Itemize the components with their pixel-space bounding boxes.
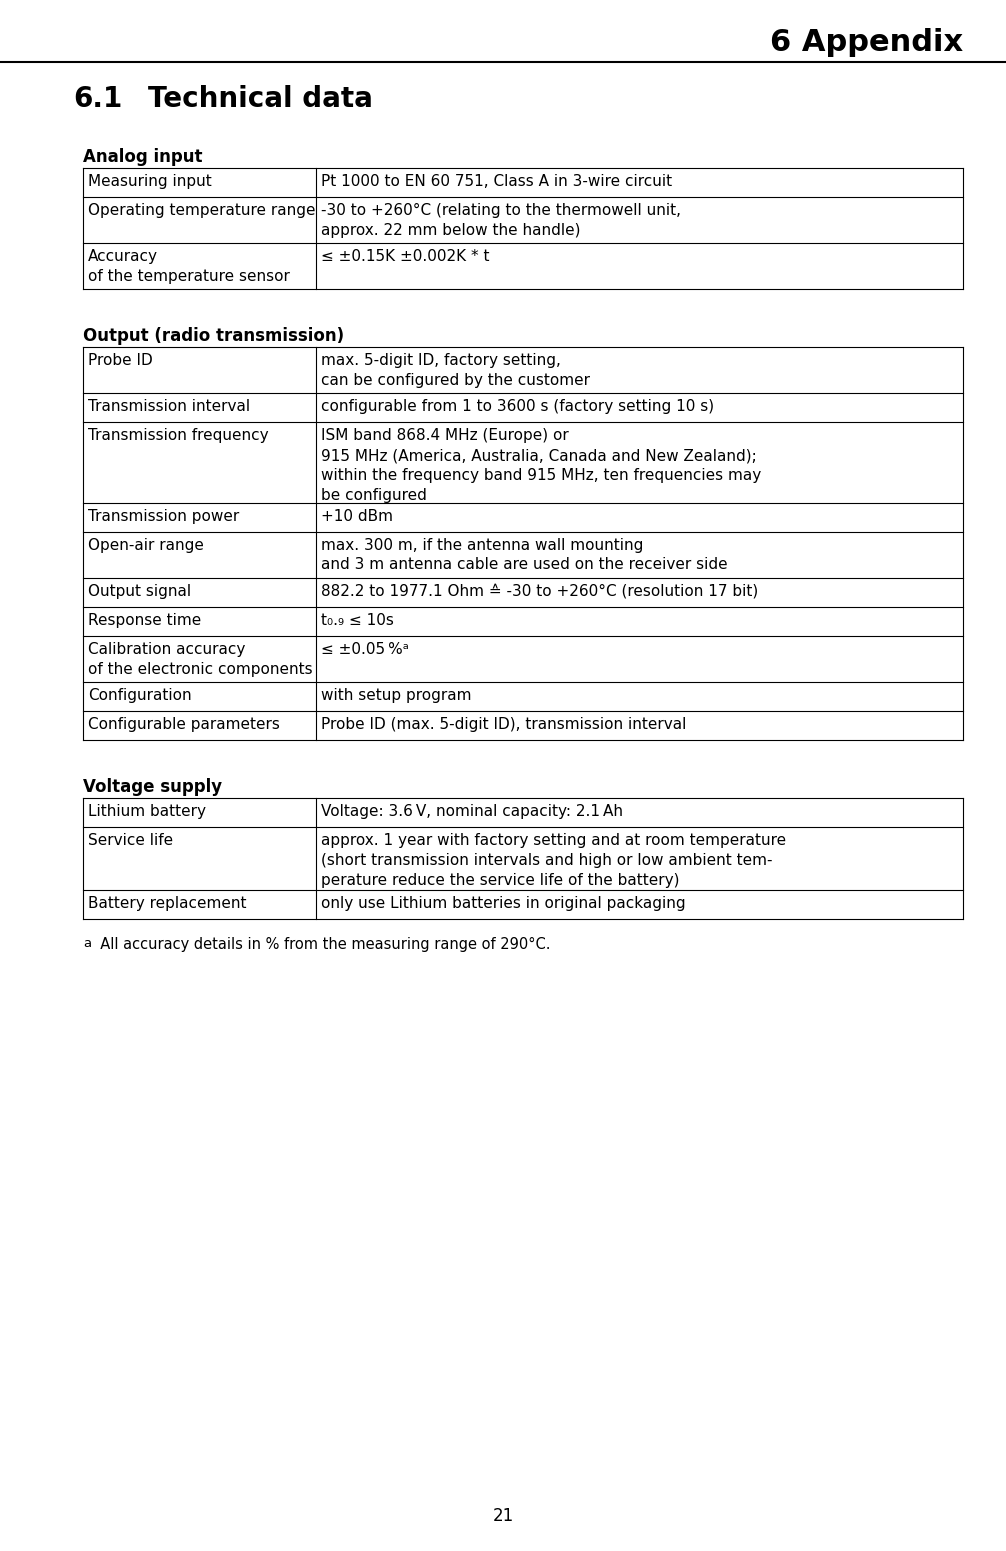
Text: Transmission frequency: Transmission frequency [88,428,269,444]
Text: 21: 21 [492,1508,514,1525]
Text: with setup program: with setup program [321,689,472,703]
Text: configurable from 1 to 3600 s (factory setting 10 s): configurable from 1 to 3600 s (factory s… [321,399,714,414]
Text: Pt 1000 to EN 60 751, Class A in 3-wire circuit: Pt 1000 to EN 60 751, Class A in 3-wire … [321,174,672,189]
Text: 6 Appendix: 6 Appendix [770,28,963,57]
Text: a: a [83,937,92,951]
Text: Output signal: Output signal [88,583,191,599]
Text: Configuration: Configuration [88,689,191,703]
Text: ≤ ±0.15K ±0.002K * t: ≤ ±0.15K ±0.002K * t [321,250,490,264]
Text: Operating temperature range: Operating temperature range [88,203,316,219]
Text: Configurable parameters: Configurable parameters [88,717,280,732]
Text: max. 5-digit ID, factory setting,
can be configured by the customer: max. 5-digit ID, factory setting, can be… [321,354,590,388]
Text: only use Lithium batteries in original packaging: only use Lithium batteries in original p… [321,896,686,912]
Text: Transmission power: Transmission power [88,509,239,524]
Text: Voltage: 3.6 V, nominal capacity: 2.1 Ah: Voltage: 3.6 V, nominal capacity: 2.1 Ah [321,803,623,819]
Text: Calibration accuracy
of the electronic components: Calibration accuracy of the electronic c… [88,642,313,676]
Text: ≤ ±0.05 %ᵃ: ≤ ±0.05 %ᵃ [321,642,408,658]
Text: Lithium battery: Lithium battery [88,803,206,819]
Text: Battery replacement: Battery replacement [88,896,246,912]
Text: Measuring input: Measuring input [88,174,211,189]
Text: Open-air range: Open-air range [88,538,204,552]
Text: Transmission interval: Transmission interval [88,399,250,414]
Text: +10 dBm: +10 dBm [321,509,393,524]
Text: max. 300 m, if the antenna wall mounting
and 3 m antenna cable are used on the r: max. 300 m, if the antenna wall mounting… [321,538,727,572]
Text: 6.1: 6.1 [73,85,123,113]
Text: All accuracy details in % from the measuring range of 290°C.: All accuracy details in % from the measu… [91,937,550,952]
Text: Voltage supply: Voltage supply [83,779,222,796]
Text: t₀.₉ ≤ 10s: t₀.₉ ≤ 10s [321,613,394,628]
Text: Response time: Response time [88,613,201,628]
Text: Probe ID: Probe ID [88,354,153,368]
Text: Probe ID (max. 5-digit ID), transmission interval: Probe ID (max. 5-digit ID), transmission… [321,717,686,732]
Text: -30 to +260°C (relating to the thermowell unit,
approx. 22 mm below the handle): -30 to +260°C (relating to the thermowel… [321,203,681,237]
Text: Output (radio transmission): Output (radio transmission) [83,327,344,346]
Text: ISM band 868.4 MHz (Europe) or
915 MHz (America, Australia, Canada and New Zeala: ISM band 868.4 MHz (Europe) or 915 MHz (… [321,428,762,503]
Text: Technical data: Technical data [148,85,373,113]
Text: 882.2 to 1977.1 Ohm ≙ -30 to +260°C (resolution 17 bit): 882.2 to 1977.1 Ohm ≙ -30 to +260°C (res… [321,583,759,599]
Text: Analog input: Analog input [83,147,202,166]
Text: approx. 1 year with factory setting and at room temperature
(short transmission : approx. 1 year with factory setting and … [321,833,786,887]
Text: Accuracy
of the temperature sensor: Accuracy of the temperature sensor [88,250,290,284]
Text: Service life: Service life [88,833,173,848]
